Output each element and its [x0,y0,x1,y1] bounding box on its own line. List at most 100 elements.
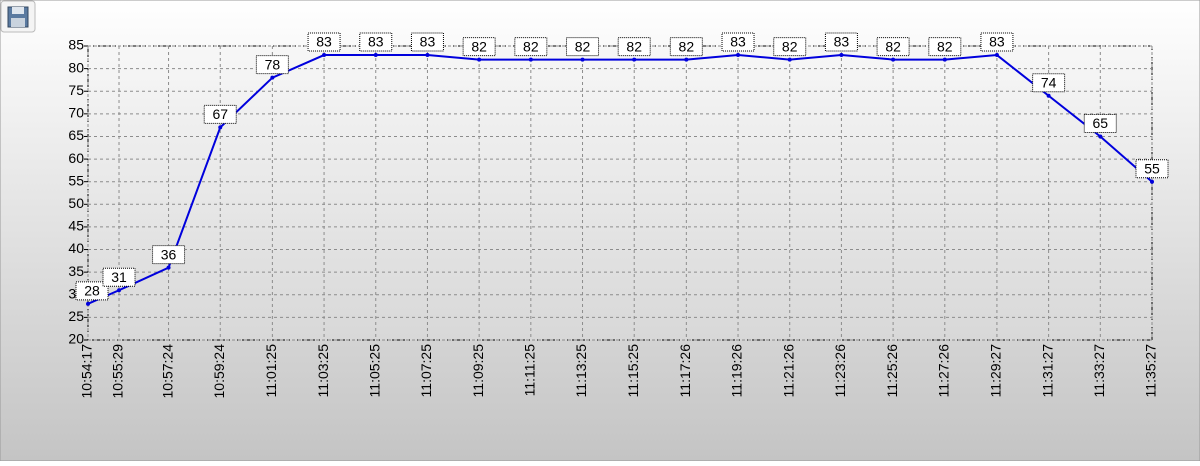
data-label: 83 [989,34,1005,50]
data-label: 83 [368,34,384,50]
y-tick-label: 25 [68,308,84,324]
data-label: 82 [937,38,953,54]
y-tick-label: 85 [68,37,84,53]
data-label-box: 83 [307,32,341,52]
x-tick-label: 10:54:17 [79,344,95,399]
data-label-bg [255,55,289,75]
point [270,75,275,80]
x-tick-label: 10:59:24 [211,344,227,399]
data-label: 74 [1041,74,1057,90]
point [477,57,482,62]
x-tick-label: 11:11:25 [522,344,538,397]
data-label-bg [928,37,962,57]
data-label-bg [462,37,496,57]
point [117,288,122,293]
data-label-bg [203,104,237,124]
x-tick-label: 11:23:26 [832,344,848,398]
data-label-box: 82 [928,37,962,57]
x-tick-label: 11:25:26 [884,344,900,398]
x-tick-label: 11:19:26 [729,344,745,398]
data-label: 83 [420,34,436,50]
data-label-box: 82 [669,37,703,57]
data-label-box: 83 [721,32,755,52]
data-label: 82 [471,38,487,54]
data-label-box: 82 [617,37,651,57]
data-label: 55 [1144,160,1160,176]
data-label: 83 [834,34,850,50]
data-label: 67 [212,106,228,122]
point [86,301,90,306]
x-tick-label: 11:01:25 [263,344,279,398]
point [580,57,585,62]
data-label-bg [876,37,910,57]
data-label-bg [102,267,136,287]
y-tick-label: 75 [68,82,84,98]
x-tick-label: 11:31:27 [1039,344,1055,398]
save-button[interactable] [0,0,36,33]
x-tick-label: 11:13:25 [573,344,589,398]
data-label-box: 83 [980,32,1014,52]
data-label-box: 28 [75,281,109,301]
x-tick-label: 11:15:25 [625,344,641,398]
data-label: 82 [575,38,591,54]
plot-area [87,45,1153,341]
x-tick-label: 11:21:26 [780,344,796,398]
point [166,265,171,270]
data-label-bg [617,37,651,57]
y-tick-label: 70 [68,105,84,121]
x-tick-label: 11:17:26 [677,344,693,398]
x-tick-label: 10:55:29 [110,344,126,399]
data-label: 28 [84,283,100,299]
data-label: 82 [679,38,695,54]
point [528,57,533,62]
data-label-bg [1135,159,1169,179]
data-label-box: 82 [566,37,600,57]
data-label-box: 65 [1083,113,1117,133]
point [373,53,378,58]
data-label-bg [307,32,341,52]
data-label-bg [669,37,703,57]
data-label-box: 36 [152,245,186,265]
x-tick-label: 11:35:27 [1143,344,1159,398]
data-label-box: 55 [1135,159,1169,179]
x-tick-label: 11:07:25 [418,344,434,398]
point [787,57,792,62]
data-label-box: 74 [1032,73,1066,93]
x-tick-label: 11:05:25 [366,344,382,398]
data-label-bg [773,37,807,57]
data-label-bg [410,32,444,52]
y-tick-label: 80 [68,59,84,75]
y-tick-label: 65 [68,127,84,143]
data-label-box: 67 [203,104,237,124]
data-label-box: 78 [255,55,289,75]
x-tick-label: 11:03:25 [315,344,331,398]
point [425,53,430,58]
data-label-bg [514,37,548,57]
y-tick-label: 35 [68,263,84,279]
data-label-bg [152,245,186,265]
data-label-bg [359,32,393,52]
data-label-box: 82 [514,37,548,57]
data-label-box: 83 [824,32,858,52]
data-label: 82 [885,38,901,54]
data-label: 82 [523,38,539,54]
data-label-bg [980,32,1014,52]
data-label-bg [1083,113,1117,133]
data-label-bg [721,32,755,52]
data-label-box: 83 [359,32,393,52]
data-label-box: 31 [102,267,136,287]
y-tick-label: 40 [68,240,84,256]
x-tick-label: 11:09:25 [470,344,486,398]
data-label-box: 82 [773,37,807,57]
data-label: 65 [1093,115,1109,131]
y-tick-label: 45 [68,218,84,234]
point [736,53,741,58]
data-label-box: 82 [876,37,910,57]
point [891,57,896,62]
point [1098,134,1103,139]
data-label: 31 [111,269,127,285]
data-label-bg [75,281,109,301]
point [839,53,844,58]
point [218,125,223,130]
